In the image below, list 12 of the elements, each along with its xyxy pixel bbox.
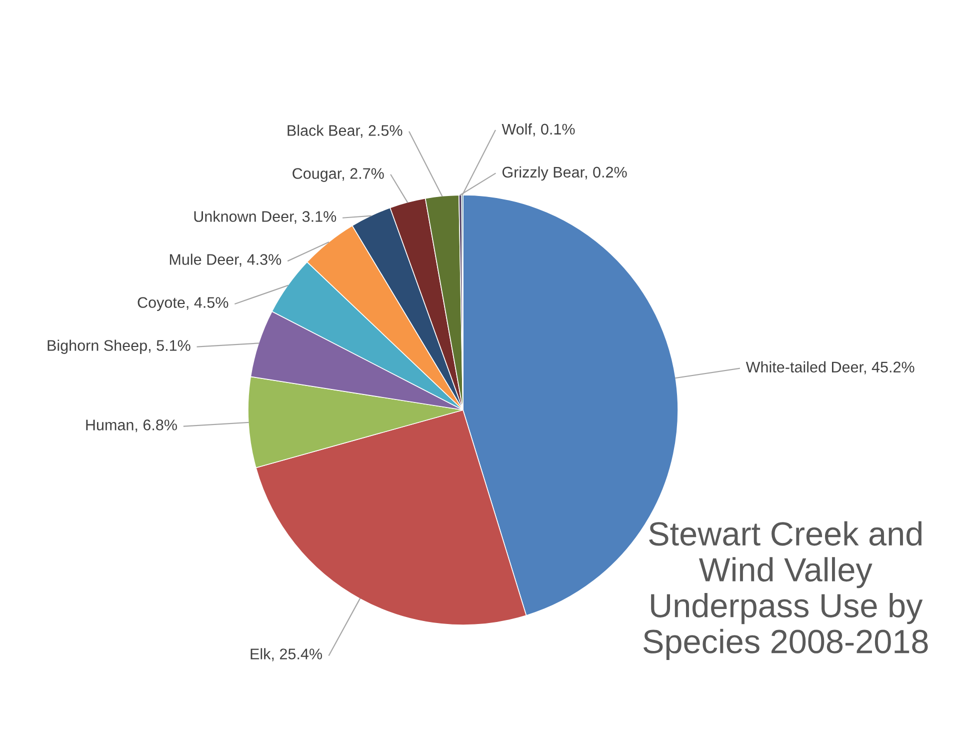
slice-label: Mule Deer, 4.3% <box>170 254 282 267</box>
slice-label: Bighorn Sheep, 5.1% <box>48 340 190 354</box>
slice-label: Unknown Deer, 3.1% <box>194 210 336 224</box>
slice-label: Elk, 25.4% <box>250 648 322 662</box>
slice-label: Wolf, 0.1% <box>502 123 575 136</box>
slice-label: Grizzly Bear, 0.2% <box>502 166 627 181</box>
slice-label: Black Bear, 2.5% <box>288 124 402 138</box>
slice-label: Cougar, 2.7% <box>292 168 384 182</box>
slice-label: White-tailed Deer, 45.2% <box>746 361 914 374</box>
slice-label: Coyote, 4.5% <box>138 297 228 311</box>
text: Stewart Creek and Wind Valley Underpass Use by Species 2008-2018 <box>644 521 928 660</box>
slice-label: Human, 6.8% <box>86 420 177 432</box>
